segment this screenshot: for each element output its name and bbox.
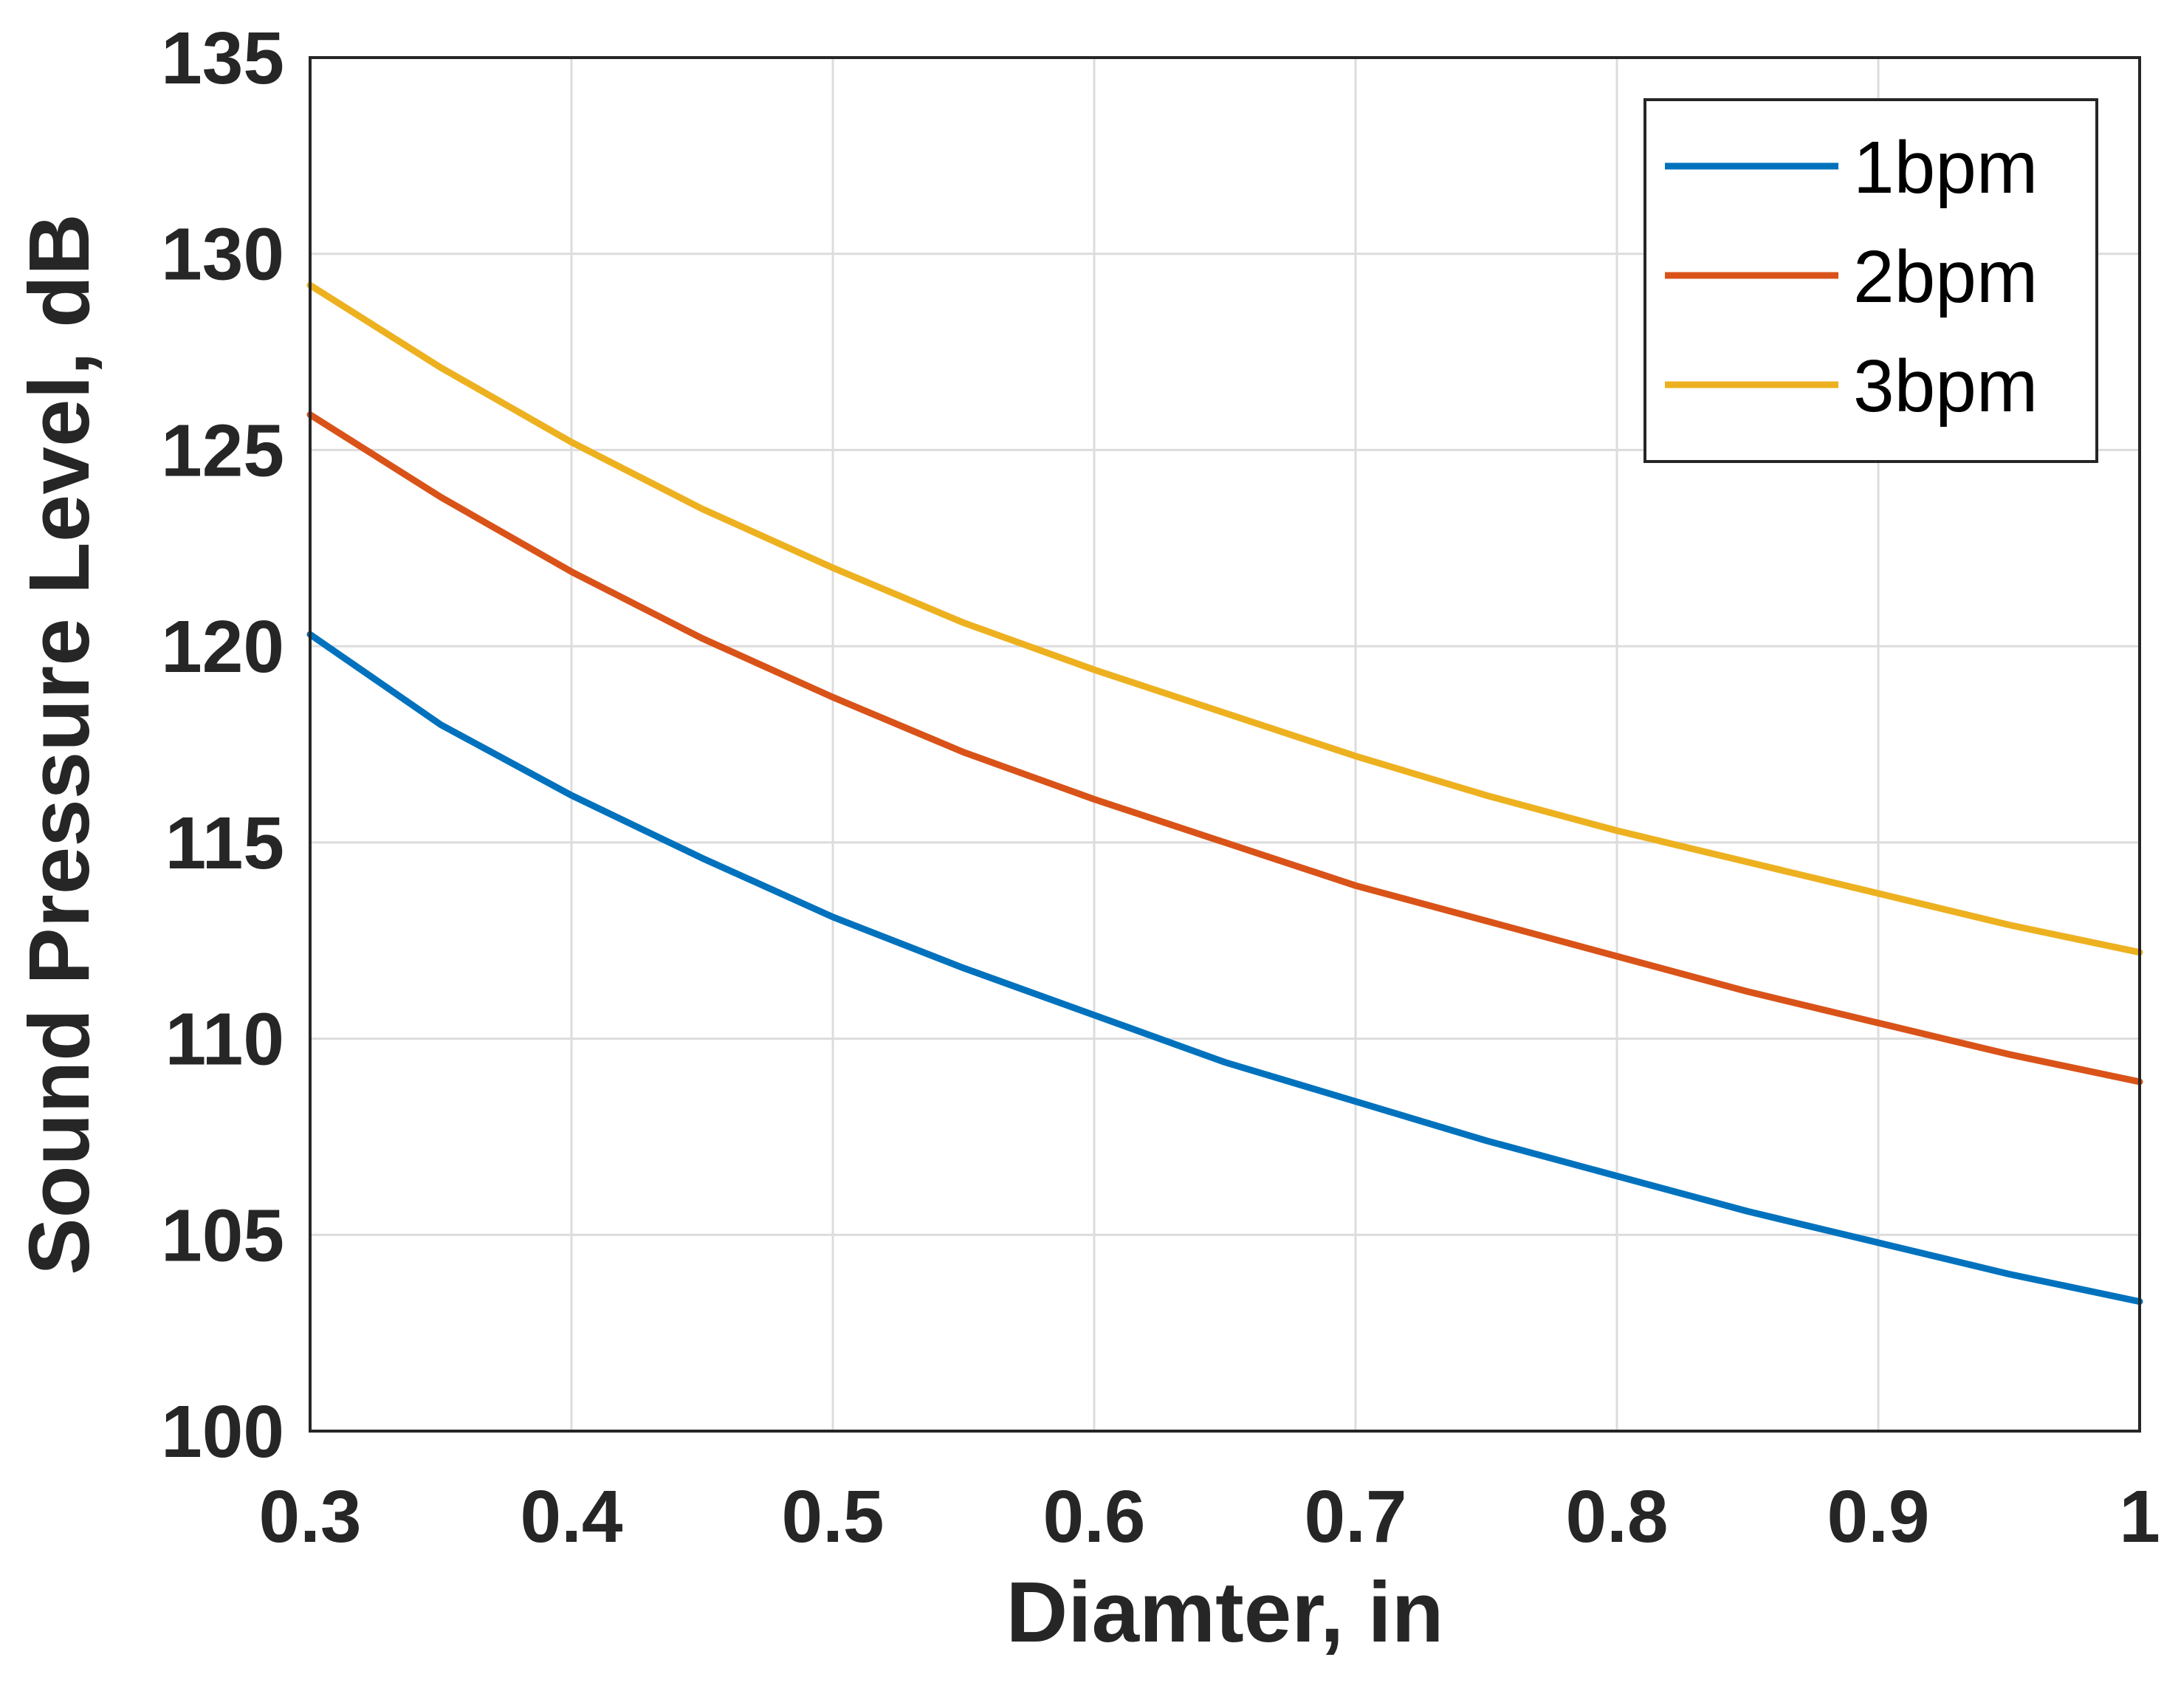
series-line-3bpm [306,281,2143,956]
legend-label-3bpm: 3bpm [1853,345,2038,428]
legend: 1bpm 2bpm 3bpm [1643,98,2098,463]
x-tick-labels: 0.3 0.4 0.5 0.6 0.7 0.8 0.9 1 [258,1475,2160,1558]
x-tick-label: 0.5 [781,1475,884,1558]
x-tick-label: 0.6 [1043,1475,1145,1558]
legend-entries: 1bpm 2bpm 3bpm [1665,126,2038,428]
x-axis-title: Diamter, in [1006,1564,1443,1660]
y-tick-label: 100 [161,1390,284,1473]
y-tick-labels: 100 105 110 115 120 125 130 135 [161,17,284,1473]
x-tick-label: 0.9 [1827,1475,1929,1558]
y-tick-label: 105 [161,1194,284,1277]
legend-label-2bpm: 2bpm [1853,236,2038,318]
series-layer [306,281,2143,1306]
x-tick-label: 0.3 [258,1475,361,1558]
legend-box [1643,98,2098,463]
y-tick-label: 125 [161,409,284,492]
y-tick-label: 130 [161,213,284,296]
x-tick-label: 0.7 [1304,1475,1406,1558]
y-axis-title: Sound Pressure Level, dB [11,213,107,1275]
y-tick-label: 110 [165,998,284,1081]
y-tick-label: 115 [165,802,284,885]
legend-label-1bpm: 1bpm [1853,126,2038,209]
series-line-1bpm [306,631,2143,1306]
x-tick-label: 0.4 [520,1475,622,1558]
y-tick-label: 120 [161,606,284,688]
series-line-2bpm [306,411,2143,1085]
plot-frame [309,56,2141,1433]
y-tick-label: 135 [161,17,284,100]
x-tick-label: 1 [2119,1475,2160,1558]
x-tick-label: 0.8 [1565,1475,1668,1558]
